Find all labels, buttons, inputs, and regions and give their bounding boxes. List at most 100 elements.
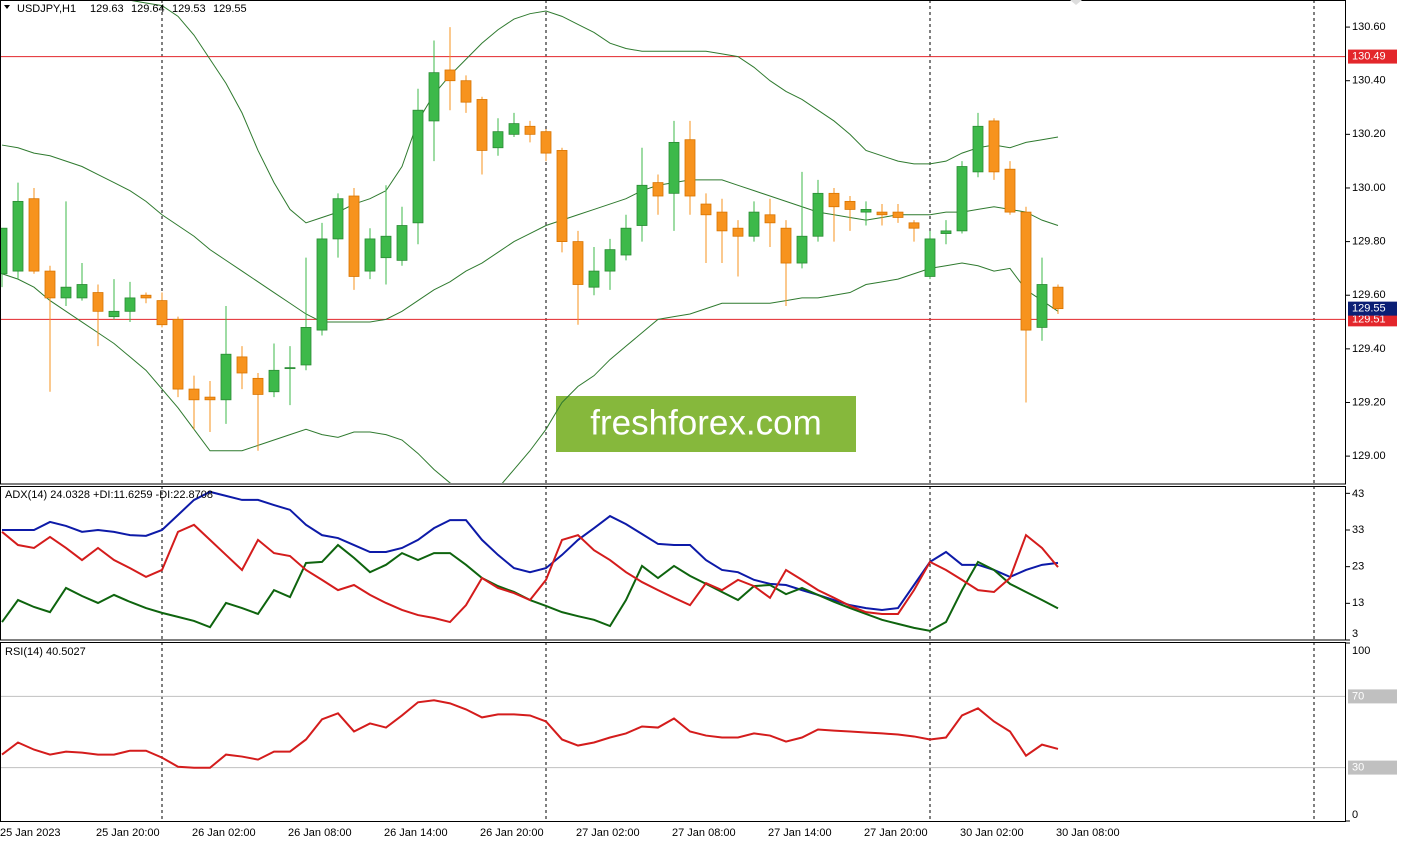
y-tick-label: 13 (1352, 597, 1364, 609)
candle-body (124, 297, 136, 312)
candle-body (460, 80, 472, 103)
candle-body (668, 141, 680, 194)
candle-body (972, 125, 984, 173)
y-tick-label: 33 (1352, 524, 1364, 536)
x-tick-label: 26 Jan 08:00 (288, 827, 352, 839)
candle-body (172, 318, 184, 390)
y-tick-label: 129.00 (1352, 450, 1386, 462)
x-tick-label: 27 Jan 08:00 (672, 827, 736, 839)
candle-body (44, 270, 56, 299)
candle-body (236, 356, 248, 374)
pane (1, 490, 1059, 632)
candle-body (636, 184, 648, 226)
pane-title: ADX(14) 24.0328 +DI:11.6259 -DI:22.8708 (5, 489, 213, 501)
candle-body (12, 200, 24, 272)
y-tick-label: 130.00 (1352, 182, 1386, 194)
x-tick-label: 30 Jan 08:00 (1056, 827, 1120, 839)
y-tick-label: 43 (1352, 488, 1364, 500)
level-label: 129.51 (1352, 313, 1386, 325)
candle-body (540, 131, 552, 154)
x-tick-label: 26 Jan 20:00 (480, 827, 544, 839)
pane (1, 1, 1345, 483)
candle-body (684, 139, 696, 197)
candle-body (220, 353, 232, 401)
candle-body (316, 238, 328, 331)
candle-body (908, 222, 920, 229)
candle-body (764, 214, 776, 224)
header-low: 129.53 (172, 3, 206, 15)
candle-body (604, 249, 616, 272)
series-line (1, 699, 1059, 769)
candle-body (748, 211, 760, 237)
y-tick-label: 23 (1352, 561, 1364, 573)
candle-body (92, 292, 104, 312)
candle-body (732, 227, 744, 237)
header-high: 129.64 (131, 3, 165, 15)
candle-body (892, 211, 904, 218)
candle-body (204, 396, 216, 401)
candle-body (28, 198, 40, 272)
header-close: 129.55 (213, 3, 247, 15)
watermark-box (556, 396, 856, 452)
x-tick-label: 30 Jan 02:00 (960, 827, 1024, 839)
main-frame (0, 0, 1346, 485)
pane-title: USDJPY,H1 (17, 3, 76, 15)
level-label: 30 (1352, 762, 1364, 774)
y-tick-label: 3 (1352, 628, 1358, 640)
y-tick-label: 129.80 (1352, 236, 1386, 248)
candle-body (556, 150, 568, 242)
rsi-frame (0, 642, 1346, 822)
candle-body (860, 209, 872, 213)
adx-frame (0, 486, 1346, 641)
candle-body (652, 182, 664, 197)
x-tick-label: 27 Jan 20:00 (864, 827, 928, 839)
candle-body (956, 166, 968, 232)
candle-body (396, 225, 408, 261)
candle-body (252, 377, 264, 395)
pane (1, 695, 1345, 769)
series-line (1, 523, 1059, 624)
series-line (2, 490, 1059, 611)
candle-body (268, 369, 280, 393)
pane-title: RSI(14) 40.5027 (5, 646, 86, 658)
candle-body (812, 192, 824, 237)
candle-body (940, 230, 952, 234)
level-label-box (1348, 49, 1397, 64)
candle-body (380, 235, 392, 259)
candle-body (588, 270, 600, 288)
candle-body (876, 211, 888, 216)
y-tick-label: 100 (1352, 645, 1370, 657)
candle-body (524, 125, 536, 135)
candle-body (428, 72, 440, 122)
y-tick-label: 129.20 (1352, 396, 1386, 408)
last-price-box (1348, 301, 1397, 316)
candle-body (716, 211, 728, 232)
candle-body (188, 388, 200, 401)
candle-body (924, 238, 936, 277)
candle-body (828, 192, 840, 208)
candle-body (492, 131, 504, 149)
candle-body (284, 367, 296, 370)
candle-body (844, 200, 856, 210)
candle-body (1052, 286, 1064, 310)
candle-body (332, 198, 344, 240)
candle-body (348, 195, 360, 277)
candle-body (1004, 168, 1016, 213)
candle-body (780, 227, 792, 264)
header-open: 129.63 (90, 3, 124, 15)
candle-body (156, 300, 168, 326)
band-lower (1, 262, 1059, 483)
candle-body (988, 120, 1000, 173)
symbol-menu-icon (4, 5, 10, 9)
candle-body (620, 227, 632, 256)
x-tick-label: 25 Jan 20:00 (96, 827, 160, 839)
x-tick-label: 26 Jan 02:00 (192, 827, 256, 839)
candle-body (300, 327, 312, 366)
x-tick-label: 25 Jan 2023 (0, 827, 61, 839)
candle-body (508, 123, 520, 135)
scroll-marker (1070, 0, 1082, 5)
candle-body (572, 241, 584, 285)
y-tick-label: 129.60 (1352, 289, 1386, 301)
level-label-box (1348, 312, 1397, 327)
